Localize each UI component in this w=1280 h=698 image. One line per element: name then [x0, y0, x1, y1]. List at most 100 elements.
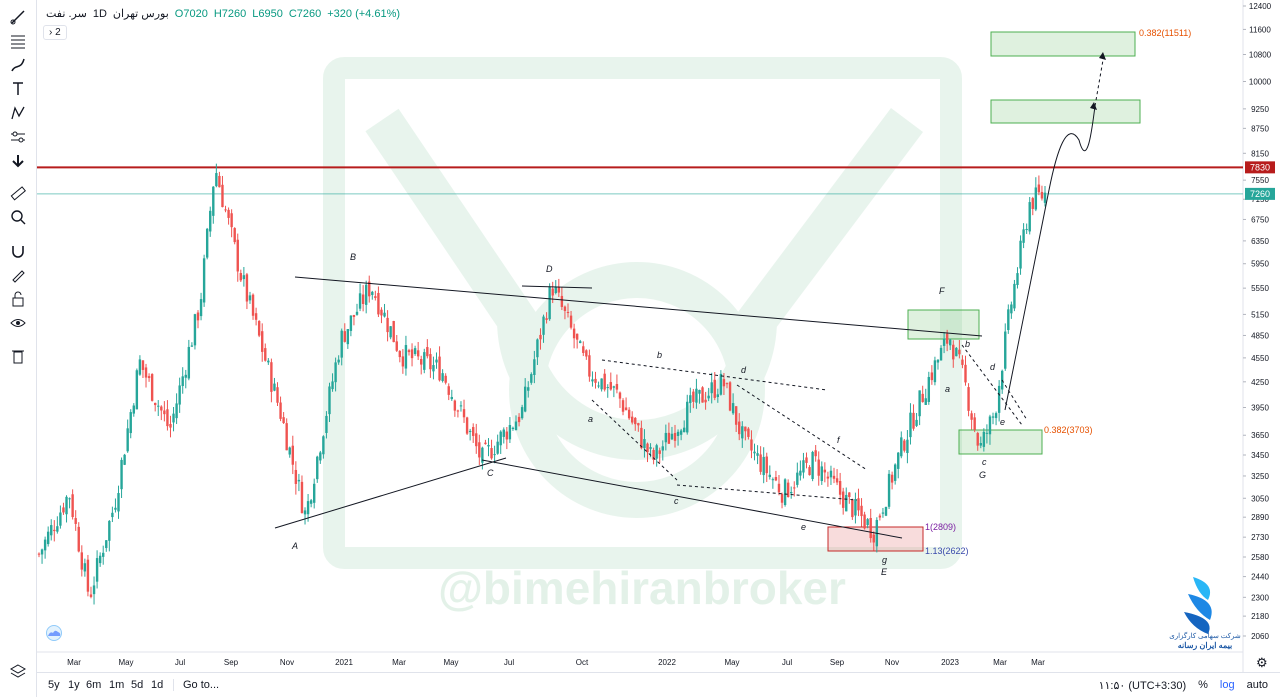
- price-tick-label: 3650: [1251, 431, 1269, 440]
- candle-body: [835, 478, 839, 483]
- range-1d-button[interactable]: 1d: [151, 679, 164, 691]
- candle-body: [1007, 309, 1010, 331]
- trendline-lower-left: [274, 457, 507, 529]
- candle-body: [701, 387, 704, 403]
- candle-body: [783, 479, 787, 505]
- time-tick-label: May: [724, 658, 739, 667]
- candle-body: [205, 228, 209, 258]
- trash-tool-icon[interactable]: [6, 345, 30, 367]
- candle-body: [325, 415, 328, 433]
- price-tick-label: 2300: [1251, 593, 1269, 602]
- candle-body: [175, 403, 178, 419]
- lock-pencil-tool-icon[interactable]: [6, 264, 30, 286]
- candle-body: [768, 474, 772, 478]
- candle-body: [820, 466, 823, 482]
- auto-toggle[interactable]: auto: [1246, 679, 1268, 691]
- candle-body: [80, 552, 84, 570]
- time-axis[interactable]: Mar May Jul Sep Nov 2021 Mar May Jul Oct 2022 May Ju…: [67, 658, 1045, 667]
- price-tick-label: 3250: [1251, 472, 1269, 481]
- candle-body: [1031, 198, 1034, 209]
- price-tick-label: 5550: [1251, 284, 1269, 293]
- wave-label: A: [291, 541, 298, 551]
- price-chart[interactable]: @bimehiranbroker 2060 2180 2300 2440 2580 273…: [37, 0, 1280, 672]
- ruler-tool-icon[interactable]: [6, 182, 30, 204]
- candle-body: [429, 354, 432, 370]
- candle-body: [903, 440, 906, 451]
- eye-tool-icon[interactable]: [6, 312, 30, 334]
- price-tick-label: 9250: [1251, 105, 1269, 114]
- trend-line-tool-icon[interactable]: [6, 6, 30, 28]
- text-tool-icon[interactable]: [6, 78, 30, 100]
- zoom-tool-icon[interactable]: [6, 206, 30, 228]
- candle-body: [401, 356, 405, 367]
- candle-body: [120, 459, 123, 490]
- close-value: C7260: [288, 7, 322, 20]
- clock-timezone[interactable]: ۱۱:۵۰ (UTC+3:30): [1098, 680, 1187, 692]
- candle-body: [441, 373, 444, 381]
- magnet-tool-icon[interactable]: [6, 240, 30, 262]
- layers-icon[interactable]: [6, 660, 30, 682]
- candle-body: [689, 395, 692, 404]
- candle-body: [169, 423, 172, 428]
- range-1m-button[interactable]: 1m: [109, 679, 125, 691]
- last-price-label: 7260: [1245, 187, 1275, 200]
- candle-body: [790, 491, 793, 494]
- candle-body: [371, 291, 374, 295]
- candle-body: [184, 374, 187, 378]
- candle-body: [1040, 191, 1044, 199]
- candle-body: [361, 294, 365, 305]
- candle-body: [62, 507, 65, 513]
- candle-body: [126, 428, 129, 452]
- candle-body: [646, 443, 649, 453]
- wave-label: G: [979, 470, 986, 480]
- candle-body: [799, 470, 802, 476]
- candle-body: [756, 453, 759, 456]
- chart-settings-gear-icon[interactable]: ⚙: [1256, 655, 1268, 670]
- candle-body: [108, 520, 111, 541]
- percent-toggle[interactable]: %: [1198, 679, 1208, 691]
- candle-body: [539, 334, 542, 340]
- range-5y-button[interactable]: 5y: [48, 679, 60, 691]
- prediction-tool-icon[interactable]: [6, 126, 30, 148]
- candle-body: [40, 549, 44, 555]
- range-6m-button[interactable]: 6m: [86, 679, 102, 691]
- wave-label: D: [546, 264, 553, 274]
- candle-body: [395, 341, 398, 351]
- symbol-legend[interactable]: سر. نفت 1D بورس تهران O7020 H7260 L6950 …: [46, 7, 400, 21]
- candle-body: [172, 413, 175, 423]
- fib-retracement-tool-icon[interactable]: [6, 30, 30, 52]
- candle-body: [239, 273, 243, 281]
- goto-button[interactable]: Go to...: [173, 679, 219, 691]
- candle-body: [1043, 192, 1047, 203]
- candle-body: [257, 321, 261, 336]
- candle-body: [667, 432, 671, 444]
- log-toggle[interactable]: log: [1219, 679, 1235, 691]
- range-5d-button[interactable]: 5d: [131, 679, 144, 691]
- candle-body: [352, 315, 356, 317]
- candle-body: [722, 379, 726, 387]
- price-tick-label: 2440: [1251, 573, 1269, 582]
- unlock-tool-icon[interactable]: [6, 288, 30, 310]
- arrow-down-tool-icon[interactable]: [6, 150, 30, 172]
- watermark-logo: [323, 57, 962, 569]
- candle-body: [520, 407, 524, 419]
- candle-body: [618, 392, 622, 399]
- price-tick-label: 2730: [1251, 533, 1269, 542]
- interval-label: 1D: [92, 7, 107, 20]
- candle-body: [747, 428, 750, 437]
- candle-body: [924, 398, 927, 405]
- indicators-toggle-button[interactable]: › 2: [43, 25, 67, 40]
- candle-body: [985, 432, 989, 434]
- candle-body: [1016, 273, 1019, 286]
- range-1y-button[interactable]: 1y: [68, 679, 80, 691]
- candle-body: [964, 364, 967, 383]
- candle-body: [502, 429, 505, 437]
- candle-body: [386, 317, 389, 333]
- brush-tool-icon[interactable]: [6, 54, 30, 76]
- price-axis[interactable]: 2060 2180 2300 2440 2580 2730 2890 3050 3250 3450…: [1243, 2, 1272, 641]
- pattern-tool-icon[interactable]: [6, 102, 30, 124]
- candle-body: [594, 378, 597, 383]
- candle-body: [802, 460, 805, 473]
- time-tick-label: Jul: [782, 658, 792, 667]
- time-tick-label: Sep: [830, 658, 845, 667]
